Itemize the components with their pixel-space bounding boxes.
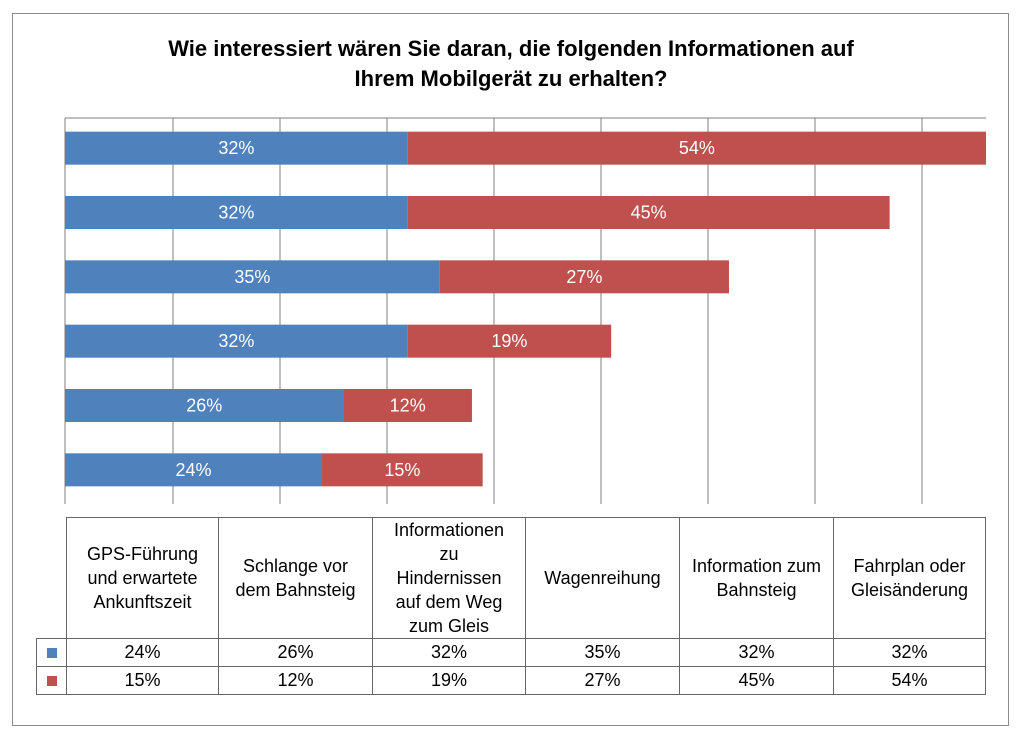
bar-series2 bbox=[322, 453, 483, 487]
bar-data-label: 32% bbox=[218, 331, 254, 351]
bar-series2 bbox=[343, 389, 472, 422]
bar-data-label: 32% bbox=[218, 203, 254, 223]
bar-series1 bbox=[65, 260, 440, 294]
table-header-cell: Informationen zu Hindernissen auf dem We… bbox=[372, 517, 526, 639]
bar-data-label: 27% bbox=[566, 267, 602, 287]
table-header-cell: GPS-Führung und erwartete Ankunftszeit bbox=[66, 517, 219, 639]
table-cell: 19% bbox=[372, 666, 526, 695]
table-cell: 35% bbox=[525, 638, 680, 667]
bar-data-label: 12% bbox=[390, 396, 426, 416]
table-cell: 32% bbox=[372, 638, 526, 667]
bar-series1 bbox=[65, 453, 323, 487]
bar-series1 bbox=[65, 131, 408, 165]
legend-key-series2 bbox=[36, 666, 67, 695]
table-cell: 32% bbox=[679, 638, 834, 667]
table-header-row: GPS-Führung und erwartete Ankunftszeit S… bbox=[36, 517, 986, 639]
chart-title: Wie interessiert wären Sie daran, die fo… bbox=[0, 34, 1022, 94]
table-corner bbox=[36, 517, 67, 639]
table-cell: 45% bbox=[679, 666, 834, 695]
bar-data-label: 19% bbox=[491, 331, 527, 351]
bar-series2 bbox=[407, 131, 987, 165]
bar-data-label: 15% bbox=[384, 460, 420, 480]
bar-series1 bbox=[65, 196, 408, 229]
bar-series1 bbox=[65, 324, 408, 358]
bar-data-label: 45% bbox=[631, 203, 667, 223]
table-header-cell: Wagenreihung bbox=[525, 517, 680, 639]
bar-series2 bbox=[439, 260, 729, 294]
table-row: 15% 12% 19% 27% 45% 54% bbox=[36, 666, 986, 695]
table-cell: 24% bbox=[66, 638, 219, 667]
table-header-cell: Fahrplan oder Gleisänderung bbox=[833, 517, 986, 639]
bar-series1 bbox=[65, 389, 344, 422]
table-cell: 26% bbox=[218, 638, 373, 667]
data-table: GPS-Führung und erwartete Ankunftszeit S… bbox=[36, 517, 986, 695]
table-cell: 27% bbox=[525, 666, 680, 695]
table-cell: 15% bbox=[66, 666, 219, 695]
bar-series2 bbox=[407, 196, 890, 229]
legend-key-series1 bbox=[36, 638, 67, 667]
table-cell: 54% bbox=[833, 666, 986, 695]
table-cell: 32% bbox=[833, 638, 986, 667]
chart-title-line-2: Ihrem Mobilgerät zu erhalten? bbox=[354, 66, 668, 91]
bar-data-label: 24% bbox=[175, 460, 211, 480]
bar-data-label: 35% bbox=[234, 267, 270, 287]
table-header-cell: Schlange vor dem Bahnsteig bbox=[218, 517, 373, 639]
bar-series2 bbox=[407, 324, 612, 358]
bar-data-label: 26% bbox=[186, 396, 222, 416]
bar-data-label: 54% bbox=[679, 138, 715, 158]
chart-title-line-1: Wie interessiert wären Sie daran, die fo… bbox=[168, 36, 854, 61]
table-cell: 12% bbox=[218, 666, 373, 695]
table-header-cell: Information zum Bahnsteig bbox=[679, 517, 834, 639]
table-row: 24% 26% 32% 35% 32% 32% bbox=[36, 638, 986, 667]
bar-data-label: 32% bbox=[218, 138, 254, 158]
